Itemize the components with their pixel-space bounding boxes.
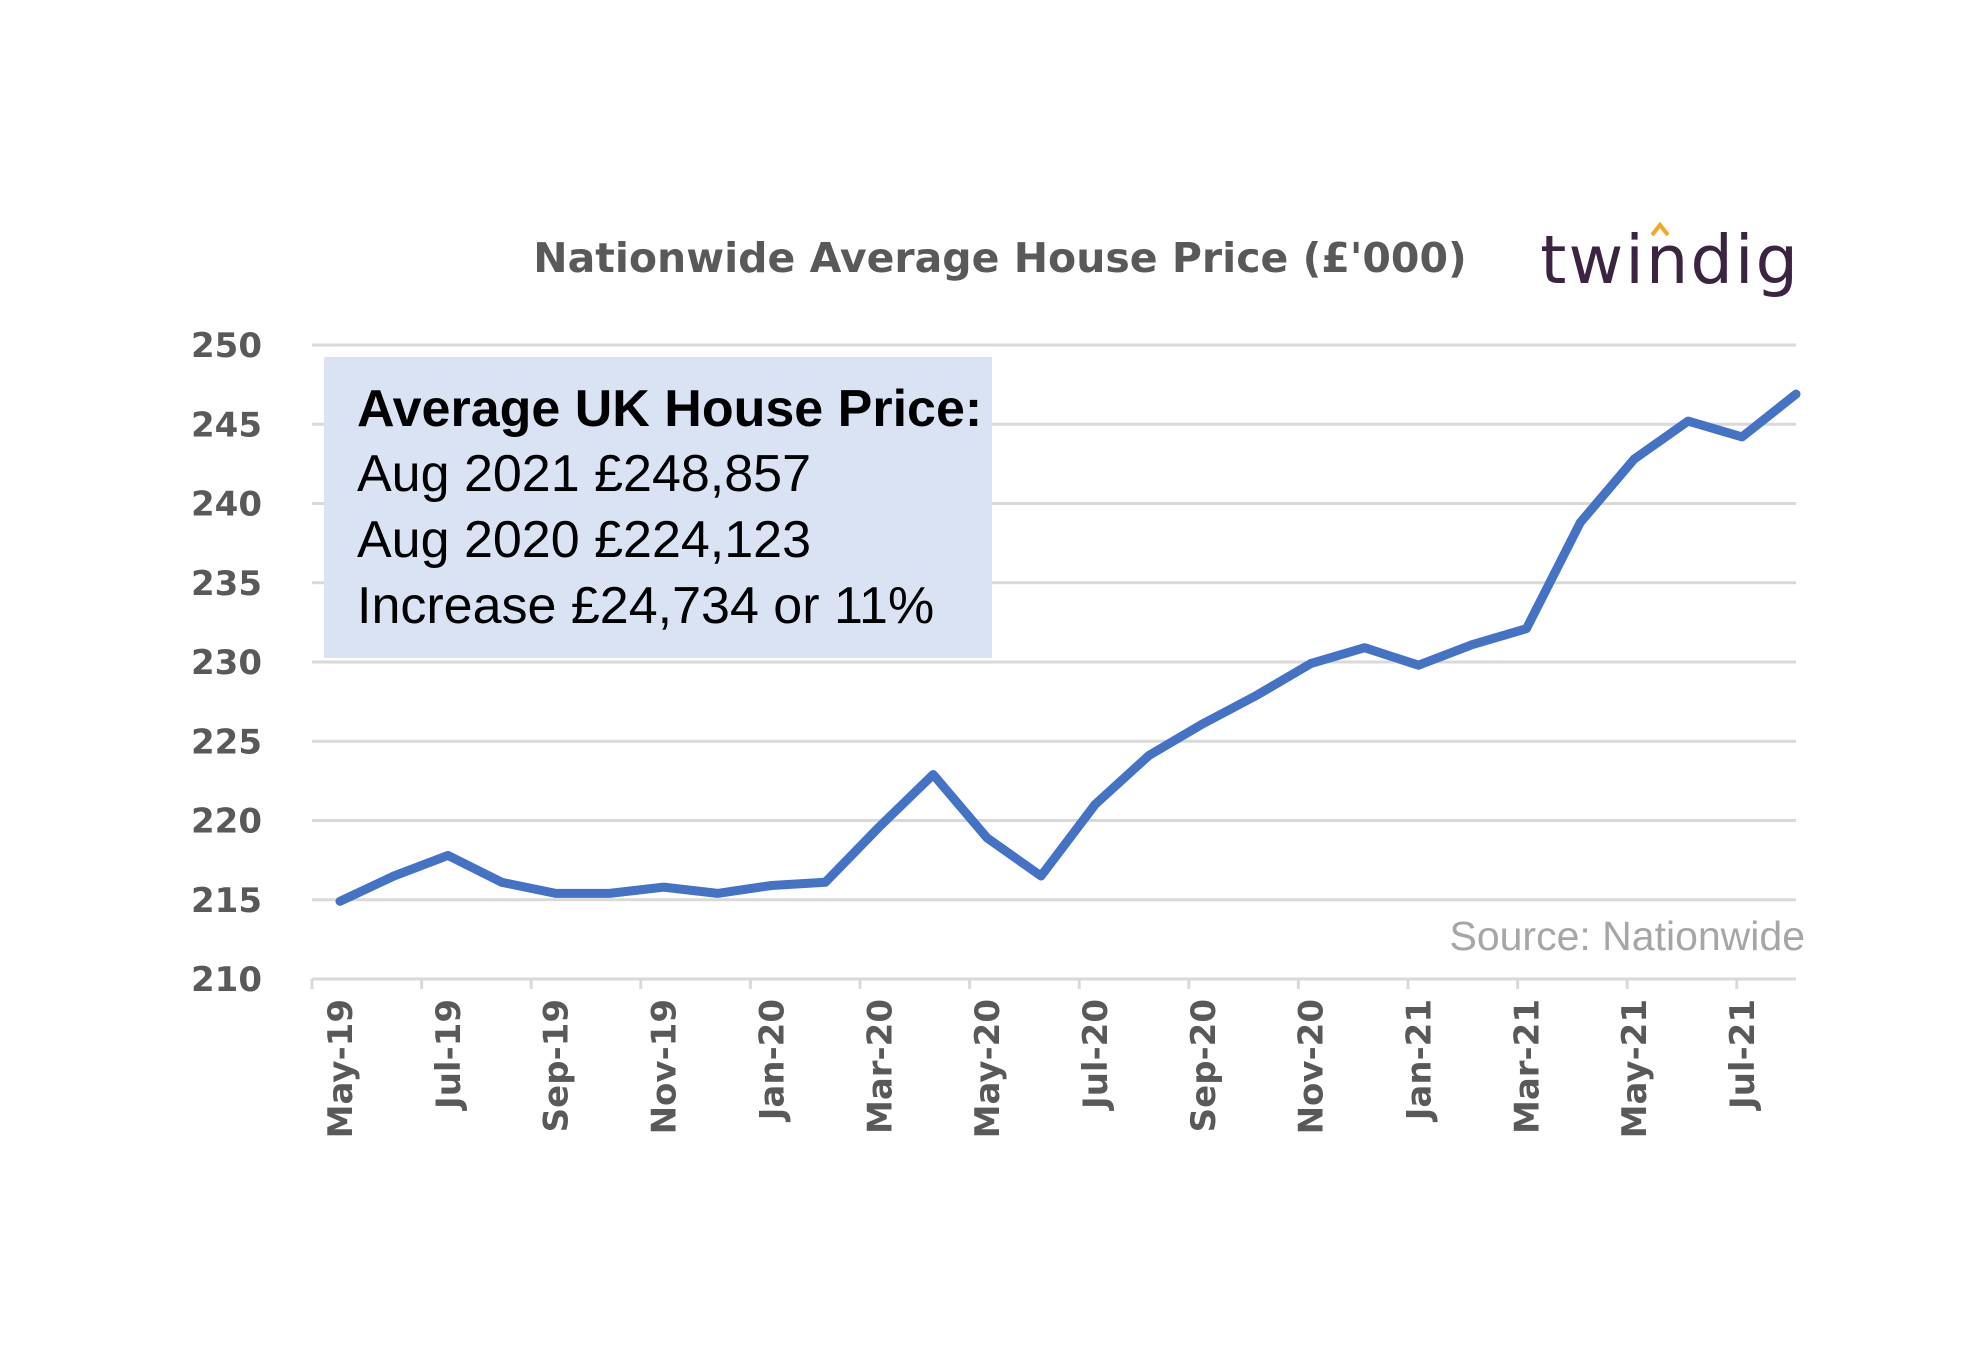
x-tick-label: Jan-20 bbox=[752, 999, 792, 1122]
x-tick-label: Sep-19 bbox=[537, 999, 577, 1132]
x-tick-label: Jul-19 bbox=[429, 999, 469, 1111]
y-tick-label: 225 bbox=[191, 722, 262, 762]
y-tick-label: 210 bbox=[191, 960, 262, 1000]
chart-title: Nationwide Average House Price (£'000) bbox=[533, 234, 1466, 282]
x-tick-label: Mar-20 bbox=[860, 999, 900, 1134]
y-tick-label: 220 bbox=[191, 802, 262, 842]
logo-accent-icon bbox=[1650, 221, 1670, 237]
annotation-line-aug-2020: Aug 2020 £224,123 bbox=[357, 511, 811, 569]
x-tick-label: May-19 bbox=[321, 999, 361, 1138]
y-axis-ticks: 210 215 220 225 230 235 240 245 250 bbox=[191, 326, 262, 1000]
y-tick-label: 215 bbox=[191, 881, 262, 921]
x-tick-label: May-20 bbox=[968, 999, 1008, 1138]
x-tick-label: Nov-20 bbox=[1292, 999, 1332, 1134]
annotation-line-aug-2021: Aug 2021 £248,857 bbox=[357, 445, 811, 503]
logo-text: twindig bbox=[1540, 221, 1800, 299]
annotation-box: Average UK House Price: Aug 2021 £248,85… bbox=[324, 357, 992, 658]
source-label: Source: Nationwide bbox=[1449, 913, 1805, 959]
x-axis-ticks: May-19 Jul-19 Sep-19 Nov-19 Jan-20 Mar-20 May-… bbox=[310, 979, 1763, 1138]
series-line bbox=[335, 389, 1801, 906]
y-tick-label: 235 bbox=[191, 564, 262, 604]
annotation-line-increase: Increase £24,734 or 11% bbox=[357, 577, 934, 635]
annotation-heading: Average UK House Price: bbox=[357, 380, 982, 438]
y-tick-label: 250 bbox=[191, 326, 262, 366]
x-tick-label: May-21 bbox=[1615, 999, 1655, 1138]
annotation-background bbox=[324, 357, 992, 658]
twindig-logo: twindig bbox=[1540, 221, 1800, 299]
x-tick-label: Nov-19 bbox=[645, 999, 685, 1134]
x-tick-label: Jul-21 bbox=[1723, 999, 1763, 1111]
x-tick-label: Jul-20 bbox=[1076, 999, 1116, 1111]
x-tick-label: Sep-20 bbox=[1184, 999, 1224, 1132]
y-tick-label: 240 bbox=[191, 485, 262, 525]
x-tick-label: Jan-21 bbox=[1400, 999, 1440, 1122]
x-tick-label: Mar-21 bbox=[1507, 999, 1547, 1134]
series-group bbox=[335, 389, 1801, 906]
y-tick-label: 245 bbox=[191, 405, 262, 445]
y-tick-label: 230 bbox=[191, 643, 262, 683]
